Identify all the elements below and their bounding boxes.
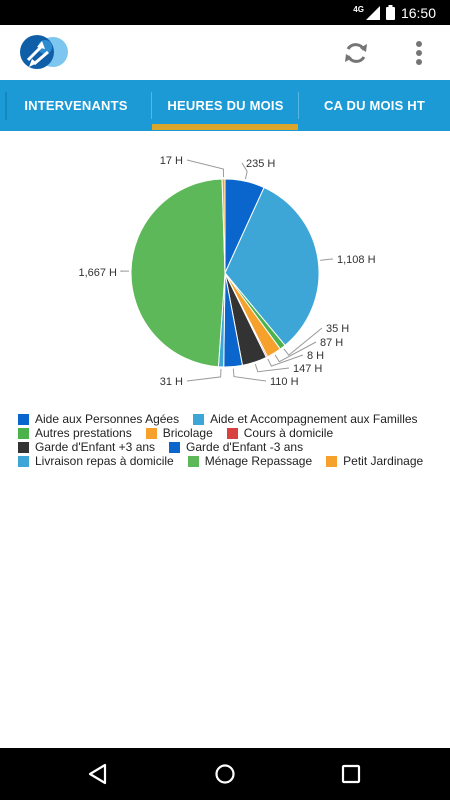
legend-swatch	[169, 441, 181, 453]
legend-label: Aide aux Personnes Agées	[35, 412, 180, 426]
legend-item[interactable]: Cours à domicile	[226, 426, 334, 440]
app-logo	[12, 32, 72, 72]
selected-tab-indicator	[152, 124, 298, 130]
slice-label-leader	[241, 162, 248, 180]
slice-label-leader	[283, 327, 323, 356]
more-options-button[interactable]	[404, 35, 434, 71]
legend-swatch	[193, 413, 205, 425]
tab-label: CA DU MOIS HT	[323, 98, 426, 113]
legend-label: Ménage Repassage	[204, 454, 313, 468]
battery-icon	[385, 5, 395, 20]
legend-item[interactable]: Garde d'Enfant -3 ans	[169, 440, 303, 454]
tab-label: INTERVENANTS	[24, 98, 128, 113]
legend-item[interactable]: Petit Jardinage	[326, 454, 423, 468]
slice-label: 1,667 H	[78, 267, 117, 279]
legend-item[interactable]: Aide et Accompagnement aux Familles	[193, 412, 418, 426]
legend-row: Autres prestations Bricolage Cours à domic…	[18, 426, 438, 440]
legend-swatch	[226, 427, 238, 439]
tab-bar-edge	[5, 92, 7, 120]
slice-label-leader	[186, 368, 222, 382]
slice-label: 31 H	[160, 376, 183, 388]
legend-label: Garde d'Enfant +3 ans	[35, 440, 156, 454]
legend-label: Cours à domicile	[243, 426, 334, 440]
legend-row: Aide aux Personnes Agées Aide et Accompag…	[18, 412, 438, 426]
slice-label-leader	[274, 341, 317, 363]
network-type: 4G	[353, 5, 364, 14]
slice-label-leader	[186, 159, 225, 178]
tab-heures-du-mois[interactable]: HEURES DU MOIS	[152, 80, 299, 131]
pie-slice[interactable]	[130, 178, 226, 368]
legend-label: Autres prestations	[35, 426, 132, 440]
legend-label: Garde d'Enfant -3 ans	[186, 440, 304, 454]
home-icon	[215, 764, 235, 784]
clock: 16:50	[400, 4, 436, 21]
refresh-button[interactable]	[338, 35, 374, 71]
slice-label: 235 H	[246, 158, 275, 170]
slice-label-leader	[267, 354, 304, 367]
chart-legend: Aide aux Personnes Agées Aide et Accompag…	[18, 412, 438, 468]
slice-label: 8 H	[307, 350, 324, 362]
legend-item[interactable]: Bricolage	[145, 426, 213, 440]
legend-swatch	[187, 455, 199, 467]
navigation-bar	[0, 748, 450, 800]
slice-label-leader	[254, 363, 290, 373]
slice-label: 35 H	[326, 323, 349, 335]
legend-item[interactable]: Aide aux Personnes Agées	[18, 412, 179, 426]
signal-icon	[365, 5, 380, 20]
tab-intervenants[interactable]: INTERVENANTS	[0, 80, 152, 131]
slice-label: 17 H	[160, 155, 183, 167]
slice-label-leader	[120, 270, 130, 273]
slice-label-leader	[320, 258, 334, 261]
legend-label: Petit Jardinage	[343, 454, 424, 468]
recents-button[interactable]	[337, 760, 365, 788]
legend-item[interactable]: Autres prestations	[18, 426, 132, 440]
legend-label: Livraison repas à domicile	[35, 454, 174, 468]
tab-ca-du-mois-ht[interactable]: CA DU MOIS HT	[299, 80, 450, 131]
back-icon	[88, 763, 107, 785]
status-bar: 4G 16:50	[0, 0, 450, 25]
more-vert-icon	[416, 41, 422, 65]
recents-icon	[341, 764, 361, 784]
app-bar	[0, 25, 450, 80]
slice-label: 110 H	[270, 376, 299, 388]
legend-label: Aide et Accompagnement aux Familles	[210, 412, 418, 426]
pie-slice[interactable]	[224, 186, 320, 347]
legend-swatch	[18, 413, 29, 425]
slice-label: 147 H	[293, 363, 322, 375]
tab-bar: INTERVENANTS HEURES DU MOIS CA DU MOIS H…	[0, 80, 450, 131]
legend-item[interactable]: Garde d'Enfant +3 ans	[18, 440, 155, 454]
legend-row: Livraison repas à domicile Ménage Repassa…	[18, 454, 438, 468]
slice-label-leader	[232, 368, 267, 382]
tab-label: HEURES DU MOIS	[167, 98, 284, 113]
legend-label: Bricolage	[162, 426, 213, 440]
legend-item[interactable]: Livraison repas à domicile	[18, 454, 174, 468]
legend-swatch	[18, 441, 29, 453]
slice-label: 87 H	[320, 337, 343, 349]
legend-item[interactable]: Ménage Repassage	[187, 454, 313, 468]
home-button[interactable]	[211, 760, 239, 788]
legend-row: Garde d'Enfant +3 ans Garde d'Enfant -3 a…	[18, 440, 438, 454]
refresh-icon	[345, 43, 367, 63]
tab-divider	[298, 92, 299, 119]
pie-slice[interactable]	[221, 178, 226, 274]
legend-swatch	[18, 427, 29, 439]
legend-swatch	[145, 427, 157, 439]
legend-swatch	[18, 455, 29, 467]
legend-swatch	[326, 455, 338, 467]
tab-divider	[151, 92, 152, 119]
back-button[interactable]	[84, 760, 112, 788]
slice-label: 1,108 H	[337, 254, 376, 266]
